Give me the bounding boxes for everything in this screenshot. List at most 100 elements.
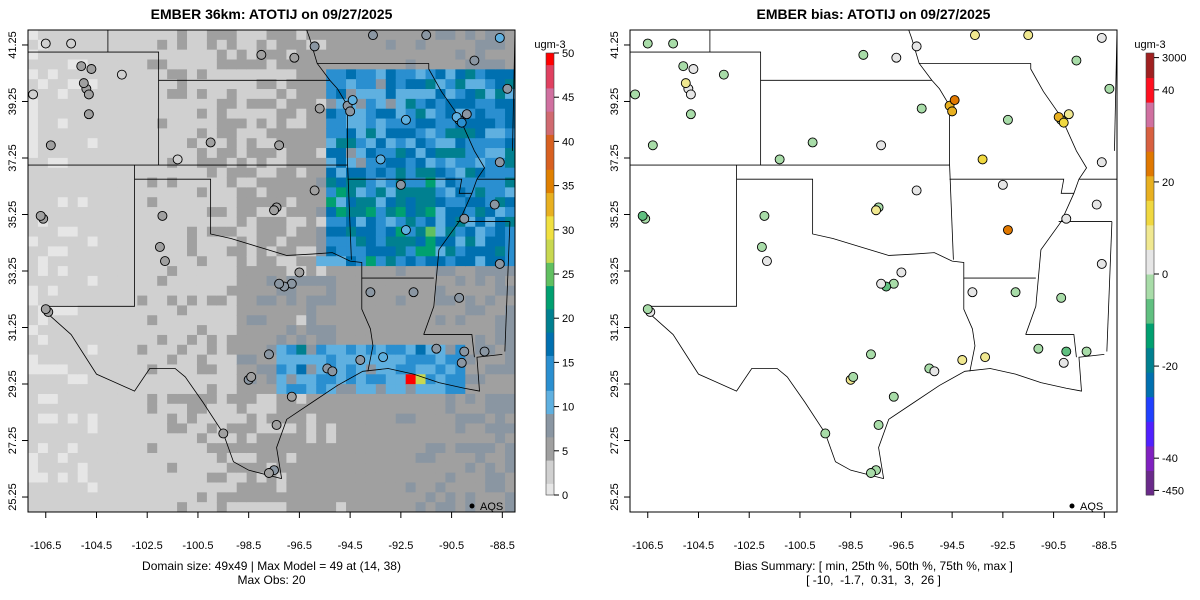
grid-cell [485,30,496,41]
colorbar-segment [1146,323,1154,336]
grid-cell [137,393,148,405]
grid-cell [326,305,337,316]
grid-cell [226,216,238,228]
grid-cell [336,384,347,395]
grid-cell [177,138,188,149]
grid-cell [276,187,288,198]
grid-cell [236,502,248,512]
grid-cell [365,374,377,385]
grid-cell [206,433,218,444]
grid-cell [28,197,39,208]
grid-cell [425,344,437,356]
grid-cell [236,433,248,444]
grid-cell [465,374,476,385]
grid-cell [415,325,427,336]
grid-cell [316,266,327,277]
grid-cell [196,207,208,218]
grid-cell [37,59,49,70]
grid-cell [137,344,148,356]
grid-cell [296,413,307,425]
grid-cell [475,148,486,159]
grid-cell [246,69,258,80]
grid-cell [47,108,59,120]
grid-cell [355,177,367,188]
grid-cell [216,187,228,198]
grid-cell [77,30,89,41]
grid-cell [137,423,148,434]
grid-cell [77,49,89,61]
grid-cell [445,167,456,179]
grid-cell [395,256,407,267]
grid-cell [157,285,168,297]
grid-cell [475,216,486,228]
grid-cell [326,502,337,512]
grid-cell [117,384,128,395]
grid-cell [97,59,109,70]
grid-cell [246,39,258,51]
grid-cell [206,266,218,277]
grid-cell [137,443,148,454]
grid-cell [405,98,417,110]
grid-cell [216,334,228,346]
grid-cell [177,118,188,129]
grid-cell [147,472,158,484]
grid-cell [306,197,317,208]
grid-cell [196,49,208,61]
grid-cell [455,315,466,326]
grid-cell [206,39,218,51]
grid-cell [495,98,506,110]
station-marker [688,64,699,74]
grid-cell [286,128,297,139]
grid-cell [276,384,288,395]
grid-cell [137,325,148,336]
grid-cell [87,433,99,444]
grid-cell [445,443,456,454]
grid-cell [127,187,138,198]
grid-cell [196,492,208,503]
grid-cell [306,472,317,484]
grid-cell [375,98,387,110]
grid-cell [286,256,297,267]
grid-cell [28,443,39,454]
grid-cell [306,393,317,405]
grid-cell [28,30,39,41]
grid-cell [465,148,476,159]
grid-cell [385,472,397,484]
grid-cell [147,482,158,493]
grid-cell [87,118,99,129]
grid-cell [226,138,238,149]
grid-cell [236,256,248,267]
grid-cell [266,393,278,405]
grid-cell [216,39,228,51]
grid-cell [167,433,178,444]
grid-cell [405,354,417,366]
grid-cell [97,344,109,356]
station-marker [269,205,279,216]
grid-cell [28,226,39,238]
grid-cell [326,354,337,366]
grid-cell [107,354,119,366]
grid-cell [326,482,337,493]
y-tick-label: 37.25 [609,144,621,172]
grid-cell [395,167,407,179]
grid-cell [375,148,387,159]
grid-cell [177,59,188,70]
grid-cell [107,128,119,139]
station-marker [400,114,411,125]
colorbar-segment [546,367,554,380]
grid-cell [246,226,258,238]
grid-cell [355,502,367,512]
grid-cell [246,207,258,218]
grid-cell [196,482,208,493]
grid-cell [167,413,178,425]
grid-cell [445,246,456,257]
grid-cell [435,216,447,228]
grid-cell [157,374,168,385]
grid-cell [375,266,387,277]
grid-cell [415,413,427,425]
grid-cell [137,59,148,70]
grid-cell [127,285,138,297]
grid-cell [266,492,278,503]
grid-cell [147,403,158,415]
grid-cell [395,266,407,277]
